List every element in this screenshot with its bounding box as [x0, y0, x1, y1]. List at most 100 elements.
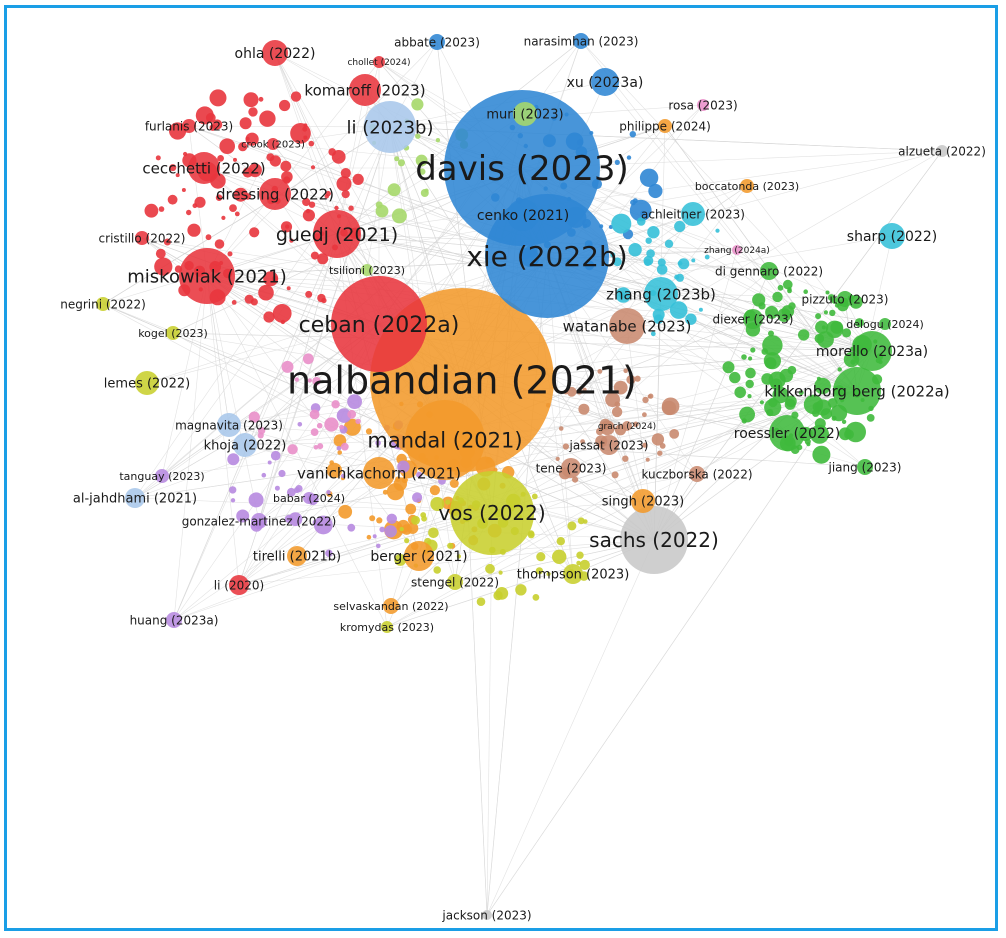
node-label-cristillo-2022[interactable]: cristillo (2022)	[99, 231, 186, 245]
node-tene-2023[interactable]	[561, 458, 581, 478]
node-label-diexer-2023[interactable]: diexer (2023)	[713, 312, 794, 326]
node-berger-2021[interactable]	[404, 541, 434, 571]
node-cenko-2021[interactable]	[507, 199, 539, 231]
node-label-philippe-2024[interactable]: philippe (2024)	[619, 119, 711, 133]
node-thompson-2023[interactable]	[563, 564, 583, 584]
node-kuczborska-2022[interactable]	[689, 466, 705, 482]
node-label-vos-2022[interactable]: vos (2022)	[438, 501, 545, 525]
node-kogel-2023[interactable]	[166, 326, 180, 340]
node-kikkenborg-berg-2022a[interactable]	[833, 367, 881, 415]
node-chollet-2024[interactable]	[373, 56, 385, 68]
node-grach-2024[interactable]	[622, 421, 632, 431]
node-ceban-2022a[interactable]	[331, 276, 427, 372]
node-abbate-2023[interactable]	[429, 34, 445, 50]
node-label-mandal-2021[interactable]: mandal (2021)	[367, 429, 522, 453]
node-boccatonda-2023[interactable]	[740, 179, 754, 193]
node-watanabe-2023[interactable]	[609, 308, 645, 344]
node-label-xu-2023a[interactable]: xu (2023a)	[567, 75, 644, 91]
node-label-sharp-2022[interactable]: sharp (2022)	[847, 229, 937, 245]
node-label-tene-2023[interactable]: tene (2023)	[536, 461, 607, 475]
node-achleitner-2023[interactable]	[681, 202, 705, 226]
node-philippe-2024[interactable]	[658, 119, 672, 133]
node-label-achleitner-2023[interactable]: achleitner (2023)	[641, 207, 745, 221]
node-label-watanabe-2023[interactable]: watanabe (2023)	[563, 317, 692, 335]
node-label-xie-2022b[interactable]: xie (2022b)	[466, 240, 627, 273]
node-crook-2023[interactable]	[267, 138, 279, 150]
node-li-2020[interactable]	[229, 575, 249, 595]
node-sharp-2022[interactable]	[879, 223, 905, 249]
node-label-singh-2023[interactable]: singh (2023)	[602, 495, 684, 510]
node-label-li-2023b[interactable]: li (2023b)	[346, 117, 433, 138]
node-label-lemes-2022[interactable]: lemes (2022)	[104, 377, 190, 392]
node-label-tsilioni-2023[interactable]: tsilioni (2023)	[329, 264, 405, 277]
node-label-alzueta-2022[interactable]: alzueta (2022)	[898, 144, 986, 158]
node-label-vanichkachorn-2021[interactable]: vanichkachorn (2021)	[297, 464, 461, 482]
node-miskowiak-2021[interactable]	[179, 248, 235, 304]
node-label-ceban-2022a[interactable]: ceban (2022a)	[299, 313, 460, 338]
node-vanichkachorn-2021[interactable]	[363, 457, 395, 489]
node-label-tanguay-2023[interactable]: tanguay (2023)	[119, 470, 204, 483]
bibliometric-network-map[interactable]: nalbandian (2021) davis (2023) xie (2022b)…	[7, 8, 995, 928]
node-label-nalbandian-2021[interactable]: nalbandian (2021)	[287, 359, 637, 403]
node-zhang-2023b[interactable]	[644, 277, 678, 311]
node-label-huang-2023a[interactable]: huang (2023a)	[130, 613, 219, 627]
node-label-furlanis-2023[interactable]: furlanis (2023)	[145, 119, 233, 133]
node-label-sachs-2022[interactable]: sachs (2022)	[589, 528, 719, 552]
node-label-pizzuto-2023[interactable]: pizzuto (2023)	[802, 292, 889, 306]
node-label-stengel-2022[interactable]: stengel (2022)	[411, 575, 499, 589]
node-li-2023b[interactable]	[364, 101, 416, 153]
node-stengel-2022[interactable]	[447, 574, 463, 590]
node-label-negrini-2022[interactable]: negrini (2022)	[60, 297, 146, 311]
node-magnavita-2023[interactable]	[217, 413, 241, 437]
node-delogu-2024[interactable]	[879, 318, 891, 330]
node-label-kromydas-2023[interactable]: kromydas (2023)	[340, 621, 434, 634]
node-ohla-2022[interactable]	[262, 40, 288, 66]
node-label-cenko-2021[interactable]: cenko (2021)	[477, 208, 569, 224]
node-label-cecchetti-2022[interactable]: cecchetti (2022)	[142, 159, 265, 177]
node-label-dressing-2022[interactable]: dressing (2022)	[216, 185, 334, 203]
node-rosa-2023[interactable]	[697, 99, 709, 111]
node-label-khoja-2022[interactable]: khoja (2022)	[204, 439, 287, 454]
node-di-gennaro-2022[interactable]	[760, 262, 778, 280]
node-dressing-2022[interactable]	[259, 178, 291, 210]
node-huang-2023a[interactable]	[166, 612, 182, 628]
node-label-li-2020[interactable]: li (2020)	[214, 578, 264, 592]
node-label-grach-2024[interactable]: grach (2024)	[598, 422, 656, 432]
node-komaroff-2023[interactable]	[349, 74, 381, 106]
node-jassat-2023[interactable]	[599, 435, 619, 455]
node-label-guedj-2021[interactable]: guedj (2021)	[276, 224, 398, 246]
node-label-kuczborska-2022[interactable]: kuczborska (2022)	[641, 467, 752, 481]
node-pizzuto-2023[interactable]	[837, 291, 853, 307]
node-babar-2024[interactable]	[303, 492, 315, 504]
node-label-jiang-2023[interactable]: jiang (2023)	[828, 460, 902, 474]
node-zhang-2024a[interactable]	[732, 245, 742, 255]
node-label-rosa-2023[interactable]: rosa (2023)	[668, 98, 737, 112]
node-label-kogel-2023[interactable]: kogel (2023)	[138, 327, 208, 340]
node-label-chollet-2024[interactable]: chollet (2024)	[347, 58, 410, 68]
node-morello-2023a[interactable]	[852, 331, 892, 371]
node-tanguay-2023[interactable]	[155, 469, 169, 483]
node-label-babar-2024[interactable]: babar (2024)	[273, 492, 345, 505]
node-label-muri-2023[interactable]: muri (2023)	[486, 108, 563, 123]
node-diexer-2023[interactable]	[743, 309, 763, 329]
node-label-ohla-2022[interactable]: ohla (2022)	[235, 46, 316, 62]
node-muri-2023[interactable]	[513, 102, 537, 126]
node-label-al-jahdhami-2021[interactable]: al-jahdhami (2021)	[73, 492, 197, 507]
node-label-tirelli-2021b[interactable]: tirelli (2021b)	[253, 550, 341, 565]
node-label-di-gennaro-2022[interactable]: di gennaro (2022)	[715, 264, 823, 278]
node-cecchetti-2022[interactable]	[188, 152, 220, 184]
node-khoja-2022[interactable]	[233, 433, 257, 457]
node-label-jackson-2023[interactable]: jackson (2023)	[441, 908, 531, 922]
node-label-abbate-2023[interactable]: abbate (2023)	[394, 35, 480, 49]
node-label-zhang-2023b[interactable]: zhang (2023b)	[606, 285, 716, 303]
node-al-jahdhami-2021[interactable]	[125, 488, 145, 508]
node-label-thompson-2023[interactable]: thompson (2023)	[517, 568, 630, 583]
node-alzueta-2022[interactable]	[936, 145, 948, 157]
node-mandal-2021[interactable]	[405, 400, 485, 480]
node-sachs-2022[interactable]	[620, 506, 688, 574]
node-tirelli-2021b[interactable]	[287, 546, 307, 566]
node-label-morello-2023a[interactable]: morello (2023a)	[816, 344, 928, 360]
node-label-kikkenborg-berg-2022a[interactable]: kikkenborg berg (2022a)	[764, 382, 949, 400]
node-singh-2023[interactable]	[631, 489, 655, 513]
node-jackson-2023[interactable]	[482, 910, 492, 920]
